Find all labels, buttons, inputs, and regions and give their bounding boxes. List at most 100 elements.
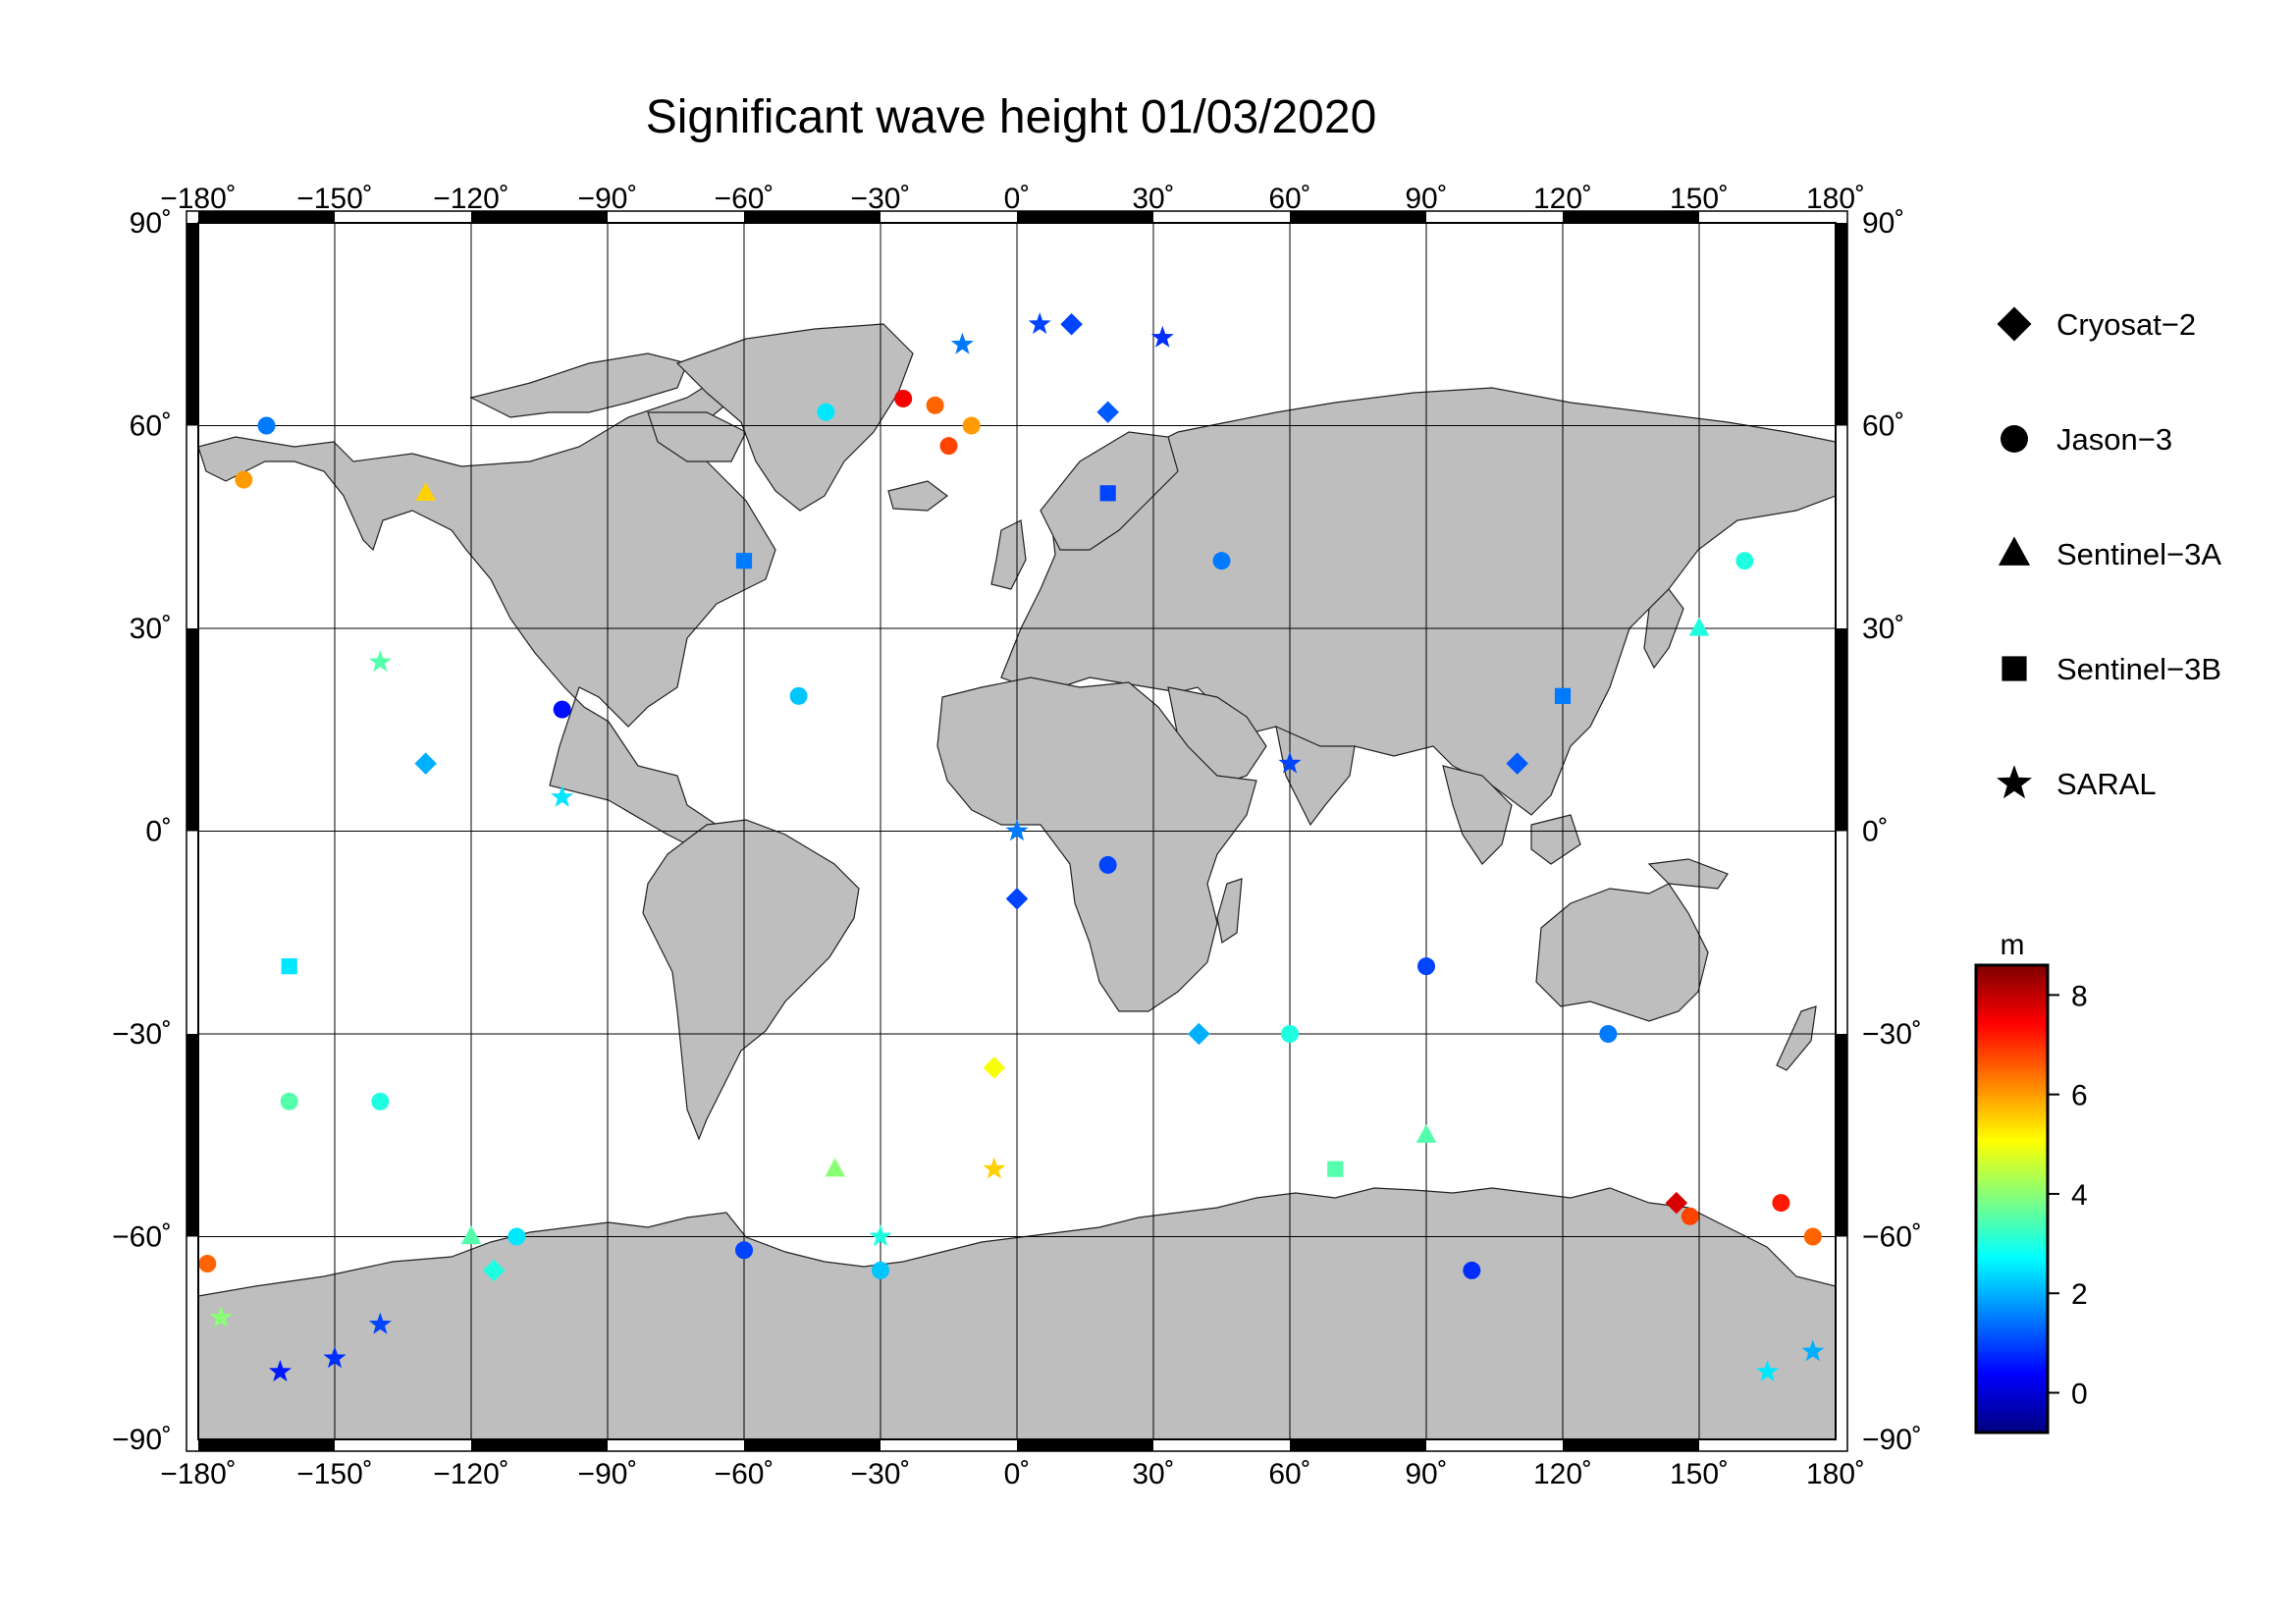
colorbar-tick-label: 2 [2071, 1278, 2088, 1311]
obs-point-saral [983, 1157, 1006, 1179]
lon-tick-label-bottom: 150˚ [1670, 1458, 1729, 1490]
lon-tick-label-top: 90˚ [1405, 183, 1447, 215]
lon-tick-label-bottom: −150˚ [296, 1458, 373, 1490]
frame-bar-right [1836, 1034, 1847, 1237]
colorbar-tick-label: 8 [2071, 980, 2088, 1012]
lon-tick-label-bottom: 30˚ [1132, 1458, 1174, 1490]
obs-point-jason-3 [235, 470, 253, 489]
obs-point-saral [1278, 751, 1302, 774]
colorbar-gradient [1974, 963, 2050, 1434]
obs-point-jason-3 [198, 1255, 217, 1273]
lon-tick-label-bottom: 60˚ [1268, 1458, 1310, 1490]
frame-bar-bottom [1563, 1439, 1699, 1451]
obs-point-saral [323, 1346, 347, 1369]
obs-point-sentinel-3b [1099, 485, 1116, 502]
frame-bar-top [1017, 211, 1153, 223]
lon-tick-label-top: −60˚ [715, 183, 774, 215]
obs-point-cryosat-2 [1665, 1191, 1688, 1215]
lon-tick-label-top: 60˚ [1268, 183, 1310, 215]
legend-label-saral: SARAL [2056, 767, 2157, 801]
colorbar-tick-label: 6 [2071, 1080, 2088, 1112]
frame-bar-left [187, 1034, 198, 1237]
colorbar-tick-label: 0 [2071, 1378, 2088, 1410]
obs-point-jason-3 [939, 437, 958, 456]
frame-bar-bottom [1017, 1439, 1153, 1451]
lon-tick-label-bottom: 120˚ [1533, 1458, 1592, 1490]
map-frame [186, 210, 1848, 1452]
obs-point-sentinel-3a [415, 482, 437, 501]
lon-tick-label-top: −30˚ [851, 183, 911, 215]
lon-tick-label-bottom: −30˚ [851, 1458, 911, 1490]
land-new-zealand [1776, 1005, 1817, 1071]
land-india [1275, 725, 1356, 827]
obs-point-jason-3 [817, 403, 835, 421]
lon-tick-label-bottom: 90˚ [1405, 1458, 1447, 1490]
obs-point-cryosat-2 [1188, 1022, 1210, 1046]
frame-bar-bottom [198, 1439, 335, 1451]
observation-layer [198, 312, 1825, 1381]
lon-tick-label-top: −120˚ [433, 183, 509, 215]
lat-tick-label-right: 90˚ [1862, 207, 1904, 240]
frame-bar-bottom [1290, 1439, 1426, 1451]
lon-tick-label-bottom: 180˚ [1806, 1458, 1865, 1490]
lon-tick-label-bottom: 0˚ [1004, 1458, 1031, 1490]
obs-point-jason-3 [1417, 957, 1435, 976]
lon-tick-label-top: 30˚ [1132, 183, 1174, 215]
lon-tick-label-top: 180˚ [1806, 183, 1865, 215]
legend-label-jason-3: Jason−3 [2056, 422, 2172, 457]
frame-bar-top [471, 211, 608, 223]
land-australia [1535, 883, 1709, 1022]
obs-point-jason-3 [1212, 552, 1231, 570]
graticule [198, 223, 1836, 1439]
legend-symbol-saral [1997, 765, 2032, 799]
obs-point-saral [368, 1312, 392, 1334]
lat-tick-label-right: 30˚ [1862, 613, 1904, 645]
obs-point-saral [1801, 1339, 1825, 1362]
lat-tick-label-left: 90˚ [130, 207, 172, 240]
obs-point-cryosat-2 [1096, 401, 1119, 423]
lon-tick-label-top: 120˚ [1533, 183, 1592, 215]
obs-point-saral [1028, 312, 1051, 335]
lat-tick-label-right: 60˚ [1862, 410, 1904, 443]
obs-point-sentinel-3a [825, 1158, 846, 1177]
lat-tick-label-right: −90˚ [1862, 1424, 1922, 1456]
lat-tick-label-left: −30˚ [112, 1018, 172, 1051]
obs-point-jason-3 [926, 396, 944, 414]
legend-symbol-cryosat-2 [1997, 306, 2032, 342]
obs-point-jason-3 [1772, 1194, 1790, 1213]
colorbar: m 0 2 4 6 8 [1974, 929, 2088, 1434]
colorbar-tick-label: 4 [2071, 1179, 2088, 1212]
obs-point-saral [1005, 819, 1029, 841]
obs-point-jason-3 [1098, 855, 1117, 874]
lon-tick-label-top: −180˚ [160, 183, 237, 215]
obs-point-sentinel-3b [1554, 687, 1572, 704]
legend-symbol-jason-3 [2001, 425, 2028, 453]
colorbar-unit: m [2001, 929, 2025, 961]
lon-tick-label-top: −150˚ [296, 183, 373, 215]
obs-point-jason-3 [789, 686, 808, 705]
land-new-guinea [1647, 858, 1729, 890]
lon-ticks-bottom: −180˚ −150˚ −120˚ −90˚ −60˚ −30˚ 0˚ 30˚ 60˚ 90˚ 12… [160, 1458, 1865, 1490]
obs-point-jason-3 [962, 416, 981, 435]
land-iceland [887, 480, 948, 512]
frame-bar-top [1563, 211, 1699, 223]
obs-point-sentinel-3a [1688, 617, 1710, 636]
land-south-america [642, 819, 860, 1141]
obs-point-saral [551, 784, 574, 807]
lat-tick-label-right: 0˚ [1862, 816, 1889, 848]
frame-outer [186, 210, 1848, 1452]
obs-point-saral [1755, 1360, 1780, 1381]
obs-point-saral [869, 1224, 892, 1247]
satellite-legend: Cryosat−2 Jason−3 Sentinel−3A Sentinel−3B SA… [1997, 306, 2221, 801]
obs-point-jason-3 [1463, 1261, 1481, 1279]
lat-tick-label-left: 0˚ [145, 816, 172, 848]
land-se-asia [1442, 765, 1513, 865]
obs-point-cryosat-2 [983, 1056, 1006, 1079]
obs-point-cryosat-2 [414, 752, 437, 775]
legend-symbol-sentinel-3b [2002, 656, 2027, 681]
obs-point-jason-3 [872, 1261, 889, 1279]
lon-tick-label-top: 150˚ [1670, 183, 1729, 215]
lat-tick-label-right: −30˚ [1862, 1018, 1922, 1051]
lon-tick-label-bottom: −60˚ [715, 1458, 774, 1490]
